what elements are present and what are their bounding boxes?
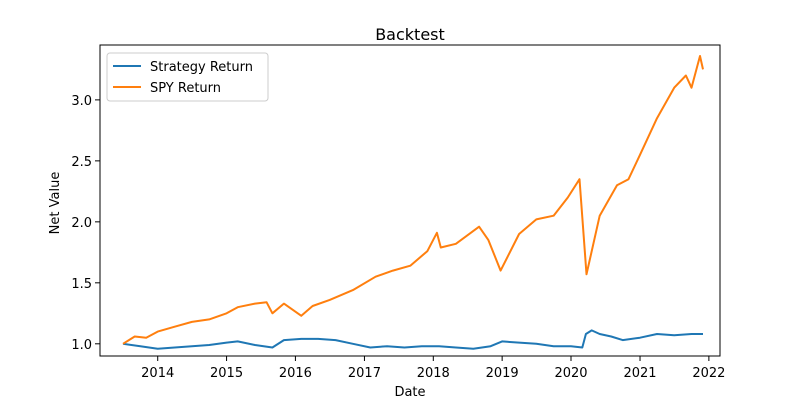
x-tick-label: 2017 — [348, 366, 381, 381]
y-tick-label: 2.0 — [71, 216, 92, 231]
x-tick-label: 2015 — [210, 366, 243, 381]
series-line-spy-return — [122, 55, 704, 345]
plot-area — [99, 44, 721, 357]
x-tick-label: 2019 — [486, 366, 519, 381]
y-tick-label: 1.0 — [71, 338, 92, 353]
x-tick-label: 2018 — [417, 366, 450, 381]
y-axis: 1.0 1.5 2.0 2.5 3.0 — [71, 94, 100, 353]
series-line-strategy-return — [122, 329, 703, 350]
y-tick-label: 3.0 — [71, 94, 92, 109]
x-axis: 2014 2015 2016 2017 2018 2019 2020 2021 2022 — [141, 356, 725, 381]
x-tick-label: 2021 — [623, 366, 656, 381]
x-tick-label: 2014 — [141, 366, 174, 381]
y-tick-label: 2.5 — [71, 155, 92, 170]
legend: Strategy Return SPY Return — [106, 52, 269, 102]
plot-frame — [99, 44, 721, 357]
x-tick-label: 2020 — [554, 366, 587, 381]
x-axis-title: Date — [394, 385, 425, 400]
x-tick-label: 2016 — [279, 366, 312, 381]
x-tick-label: 2022 — [692, 366, 725, 381]
y-axis-title: Net Value — [48, 172, 63, 235]
legend-label: Strategy Return — [150, 60, 253, 75]
y-tick-label: 1.5 — [71, 277, 92, 292]
legend-label: SPY Return — [150, 81, 221, 96]
legend-box — [106, 52, 269, 102]
chart-title: Backtest — [375, 25, 445, 44]
